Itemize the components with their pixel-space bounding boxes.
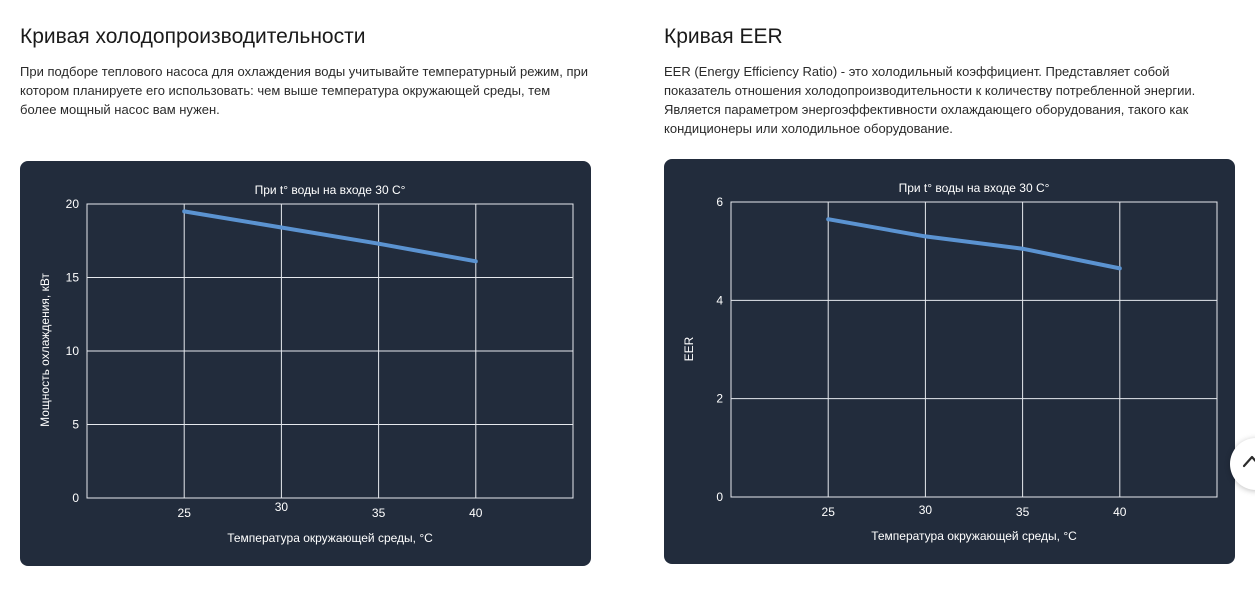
data-point <box>826 217 831 222</box>
y-tick-label: 10 <box>66 344 80 358</box>
x-tick-label: 35 <box>1016 505 1030 519</box>
y-axis-label: EER <box>682 336 696 361</box>
y-tick-label: 15 <box>66 271 80 285</box>
series-line <box>827 217 1121 271</box>
cooling-capacity-chart: При t° воды на входе 30 С° 0 5 10 15 20 25 30… <box>38 183 574 545</box>
section-title: Кривая EER <box>664 25 783 48</box>
y-tick-label: 20 <box>66 197 80 211</box>
data-point <box>1117 266 1122 271</box>
y-axis-ticks: 0 2 4 6 <box>716 195 723 504</box>
y-tick-label: 6 <box>716 195 723 209</box>
y-tick-label: 0 <box>716 490 723 504</box>
eer-chart-panel: При t° воды на входе 30 С° 0 2 4 6 25 30 35 40… <box>664 159 1235 564</box>
data-point <box>923 234 928 239</box>
x-tick-label: 25 <box>822 505 836 519</box>
x-axis-ticks: 25 30 35 40 <box>178 500 483 520</box>
y-tick-label: 5 <box>72 418 79 432</box>
chart-title: При t° воды на входе 30 С° <box>899 181 1050 195</box>
x-axis-ticks: 25 30 35 40 <box>822 503 1127 519</box>
x-axis-label: Температура окружающей среды, °С <box>227 531 433 545</box>
section-description: При подборе теплового насоса для охлажде… <box>20 64 588 117</box>
data-point <box>1020 246 1025 251</box>
data-point <box>182 209 187 214</box>
chart-series <box>182 209 478 264</box>
chart-grid <box>730 201 1218 498</box>
data-point <box>279 225 284 230</box>
y-tick-label: 2 <box>716 392 723 406</box>
series-line <box>183 209 477 264</box>
cooling-capacity-chart-panel: При t° воды на входе 30 С° 0 5 10 15 20 25 30… <box>20 161 591 566</box>
section-description: EER (Energy Efficiency Ratio) - это холо… <box>664 64 1196 136</box>
chart-grid <box>86 203 574 499</box>
data-point <box>473 259 478 264</box>
y-axis-ticks: 0 5 10 15 20 <box>66 197 80 505</box>
eer-chart: При t° воды на входе 30 С° 0 2 4 6 25 30 35 40… <box>682 181 1218 543</box>
chevron-up-icon <box>1242 455 1255 468</box>
y-axis-label: Мощность охлаждения, кВт <box>38 273 52 427</box>
chart-title: При t° воды на входе 30 С° <box>255 183 406 197</box>
chart-series <box>826 217 1122 271</box>
x-tick-label: 25 <box>178 506 192 520</box>
x-tick-label: 35 <box>372 506 386 520</box>
y-tick-label: 4 <box>716 293 723 307</box>
x-axis-label: Температура окружающей среды, °С <box>871 529 1077 543</box>
x-tick-label: 40 <box>1113 505 1127 519</box>
x-tick-label: 40 <box>469 506 483 520</box>
x-tick-label: 30 <box>275 500 289 514</box>
y-tick-label: 0 <box>72 491 79 505</box>
section-title: Кривая холодопроизводительности <box>20 25 366 48</box>
plot-frame <box>730 201 1218 498</box>
x-tick-label: 30 <box>919 503 933 517</box>
data-point <box>376 241 381 246</box>
